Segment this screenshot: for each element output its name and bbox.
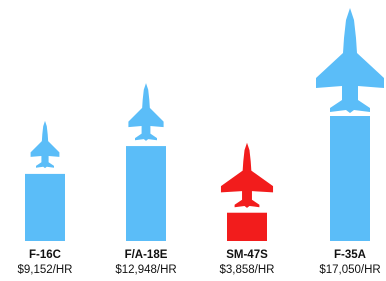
category-label: F/A-18E <box>125 249 168 261</box>
bar <box>330 116 370 241</box>
aircraft-icon <box>316 8 384 113</box>
category-label: SM-47S <box>226 249 268 261</box>
category-label: F-35A <box>334 249 366 261</box>
chart: F-16C $9,152/HR F/A-18E $12,948/HR SM-47S $3,… <box>0 0 386 281</box>
bar <box>227 213 267 241</box>
value-label: $9,152/HR <box>18 264 73 276</box>
value-label: $17,050/HR <box>319 264 380 276</box>
aircraft-icon <box>221 143 273 208</box>
aircraft-icon <box>31 121 60 168</box>
category-label: F-16C <box>29 249 61 261</box>
value-label: $12,948/HR <box>115 264 176 276</box>
aircraft-icon <box>128 83 163 141</box>
bar <box>126 146 166 241</box>
bar <box>25 174 65 241</box>
value-label: $3,858/HR <box>220 264 275 276</box>
